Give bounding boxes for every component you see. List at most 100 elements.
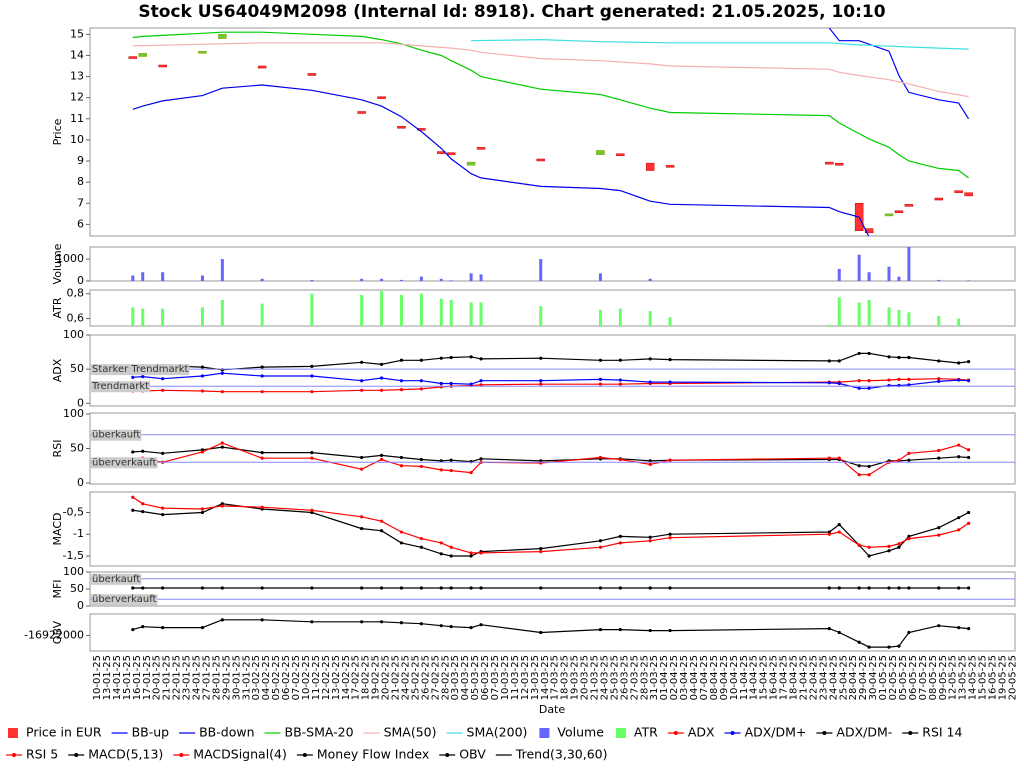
bar <box>648 278 652 281</box>
point <box>897 586 901 590</box>
bar <box>598 309 602 326</box>
candle <box>894 210 904 213</box>
x-tick-label: 02-04-25 <box>669 655 680 700</box>
point <box>379 376 384 380</box>
candle <box>198 50 207 54</box>
point <box>200 507 205 511</box>
x-tick-label: 31-01-25 <box>241 655 252 700</box>
legend-label: BB-up <box>132 725 170 740</box>
x-tick-label: 14-03-25 <box>540 655 551 700</box>
x-tick-label: 28-02-25 <box>440 655 451 700</box>
point <box>648 462 652 466</box>
point <box>539 550 543 554</box>
x-tick-label: 02-05-25 <box>888 655 899 700</box>
x-tick-label: 12-03-25 <box>520 655 531 700</box>
legend-dot <box>74 753 79 757</box>
y-axis-title: Price <box>51 118 64 145</box>
x-tick-label: 15-05-25 <box>978 655 989 700</box>
point <box>967 586 971 590</box>
point <box>479 623 483 627</box>
point <box>419 586 423 590</box>
point <box>379 620 384 624</box>
x-tick-label: 04-02-25 <box>261 655 272 700</box>
point <box>539 382 543 386</box>
x-tick-label: 17-02-25 <box>351 655 362 700</box>
candle <box>417 128 426 131</box>
y-tick-label: 15 <box>70 27 84 40</box>
point <box>967 627 971 631</box>
line <box>132 31 969 179</box>
y-tick-label: 8 <box>77 175 84 188</box>
point <box>867 645 871 649</box>
plot-area <box>131 291 961 326</box>
point <box>399 358 404 362</box>
reference-label: überverkauft <box>92 457 157 468</box>
y-tick-label: 12 <box>70 91 84 104</box>
x-tick-label: 21-02-25 <box>391 655 402 700</box>
x-tick-label: 10-01-25 <box>92 655 103 700</box>
x-tick-label: 09-04-25 <box>719 655 730 700</box>
point <box>827 532 831 536</box>
legend-swatch <box>539 728 550 738</box>
point <box>887 355 891 359</box>
point <box>310 620 314 624</box>
panel-frame <box>89 491 1016 567</box>
point <box>867 464 871 469</box>
chart-title: Stock US64049M2098 (Internal Id: 8918). … <box>138 2 885 22</box>
legend-label: Money Flow Index <box>317 747 429 762</box>
x-tick-label: 28-04-25 <box>848 655 859 700</box>
x-tick-label: 30-01-25 <box>231 655 242 700</box>
bar <box>827 324 831 326</box>
point <box>260 456 264 460</box>
reference-label-bg <box>91 364 190 376</box>
legend-label: ADX/DM- <box>836 725 892 740</box>
bar <box>449 280 453 281</box>
bar <box>310 279 314 281</box>
point <box>360 379 364 383</box>
bar <box>419 293 423 326</box>
bar <box>220 259 224 281</box>
y-tick-label: -16922000 <box>24 628 84 641</box>
candle <box>596 150 605 155</box>
point <box>967 379 971 383</box>
point <box>668 532 672 536</box>
point <box>837 523 841 527</box>
point <box>937 586 941 590</box>
y-tick-label: 7 <box>77 196 84 209</box>
x-tick-label: 03-02-25 <box>251 655 262 700</box>
point <box>220 371 224 375</box>
x-tick-label: 09-05-25 <box>938 655 949 700</box>
point <box>419 545 423 549</box>
bar <box>618 308 622 326</box>
x-tick-label: 26-03-25 <box>619 655 630 700</box>
line <box>132 619 969 648</box>
x-tick-label: 14-05-25 <box>968 655 979 700</box>
point <box>360 388 364 392</box>
point <box>469 554 473 558</box>
point <box>260 618 264 622</box>
point <box>200 626 205 630</box>
legend-label: RSI 5 <box>26 747 58 762</box>
point <box>260 451 264 455</box>
point <box>539 546 543 551</box>
point <box>618 457 622 462</box>
plot-area <box>131 351 971 394</box>
point <box>937 359 941 363</box>
point <box>310 456 314 460</box>
candle <box>835 162 844 166</box>
x-tick-label: 27-03-25 <box>629 655 640 700</box>
legend-dot <box>179 753 184 757</box>
y-tick-label: 0 <box>77 476 84 489</box>
x-tick-label: 21-03-25 <box>590 655 601 700</box>
point <box>200 365 205 369</box>
point <box>479 383 483 387</box>
point <box>618 358 622 362</box>
x-tick-label: 03-04-25 <box>679 655 690 700</box>
x-tick-label: 14-01-25 <box>112 655 123 700</box>
legend-label: Volume <box>557 725 604 740</box>
line <box>132 446 969 468</box>
point <box>449 458 453 462</box>
point <box>897 458 901 462</box>
candle <box>645 162 655 171</box>
bar <box>857 254 861 281</box>
